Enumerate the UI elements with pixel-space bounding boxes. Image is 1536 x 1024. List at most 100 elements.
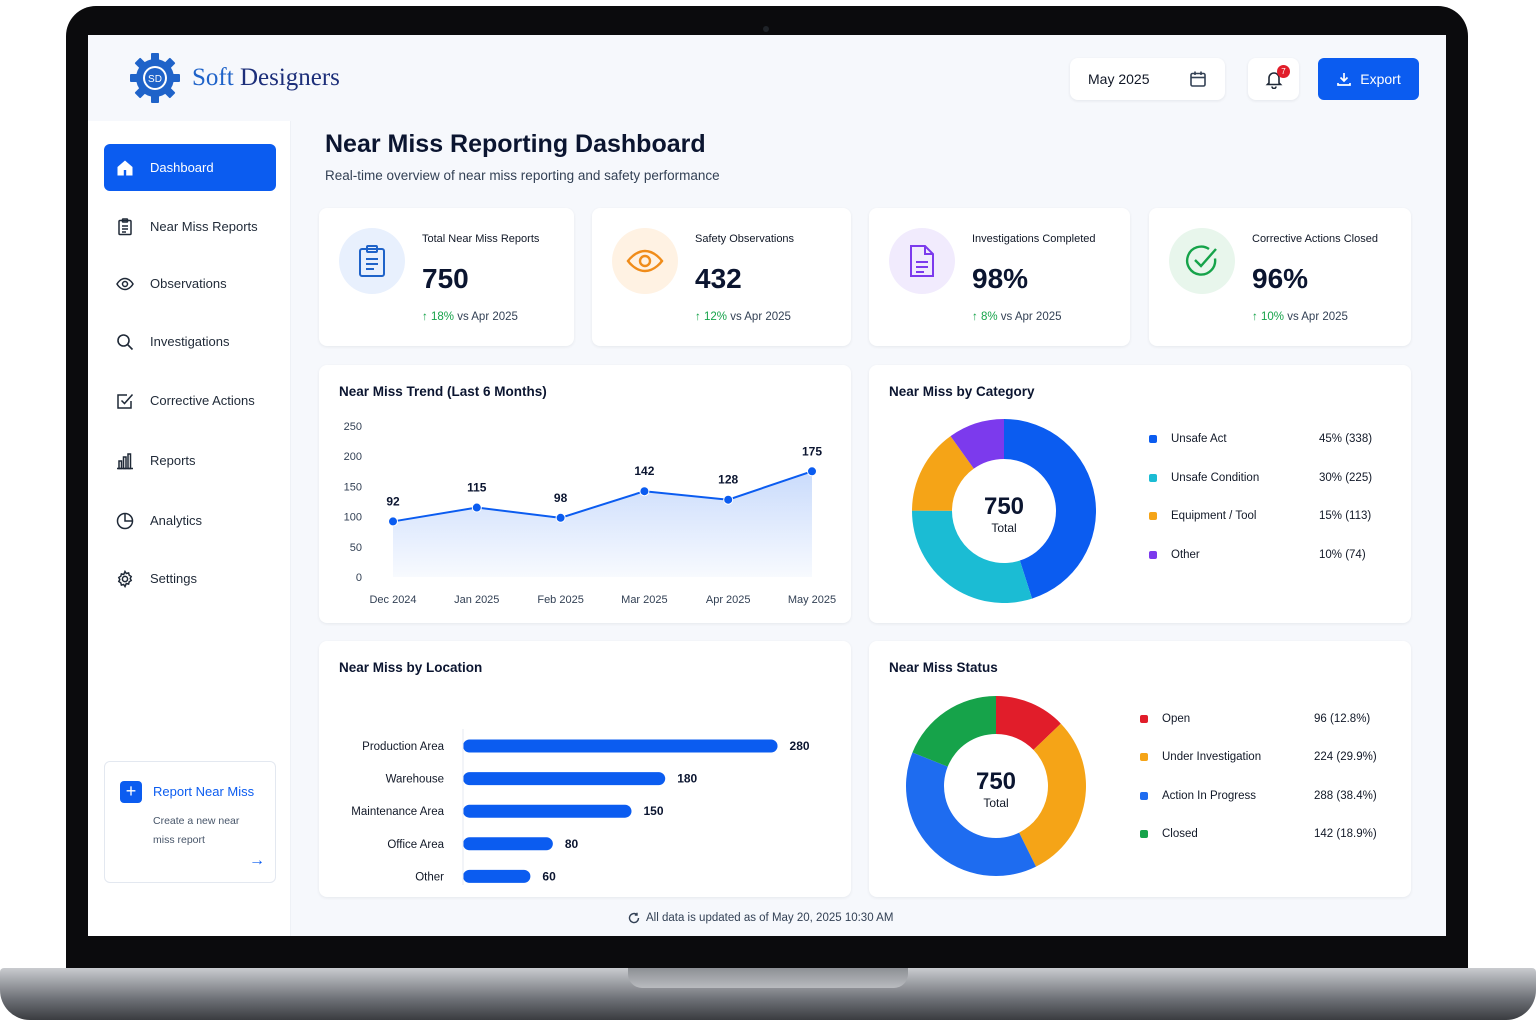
- data-label: 128: [718, 473, 738, 487]
- export-button[interactable]: Export: [1318, 58, 1419, 100]
- y-tick-label: 50: [350, 542, 362, 554]
- legend-item[interactable]: Equipment / Tool: [1149, 510, 1256, 522]
- legend-item[interactable]: Under Investigation: [1140, 751, 1261, 763]
- screen: SD Soft Designers May 2025 7 Export Dash…: [88, 35, 1446, 936]
- bar-value-label: 150: [644, 804, 664, 818]
- trend-point[interactable]: [807, 466, 817, 477]
- laptop-notch: [628, 968, 908, 988]
- notifications-button[interactable]: 7: [1248, 58, 1299, 100]
- check-circle-icon: [1185, 245, 1217, 276]
- pie-chart-icon: [116, 512, 134, 529]
- location-bar[interactable]: [463, 804, 632, 818]
- data-label: 92: [386, 494, 400, 508]
- bar-category-label: Production Area: [362, 741, 444, 753]
- donut-slice[interactable]: [906, 752, 1037, 876]
- kpi-icon-wrap: [889, 228, 955, 294]
- legend-item[interactable]: Action In Progress: [1140, 790, 1256, 802]
- arrow-up-icon: ↑: [972, 311, 978, 323]
- kpi-delta: ↑ 18% vs Apr 2025: [422, 311, 518, 323]
- bar-category-label: Maintenance Area: [351, 806, 444, 818]
- x-tick-label: Dec 2024: [369, 594, 416, 606]
- donut-slice[interactable]: [912, 436, 974, 511]
- legend-value: 30% (225): [1319, 471, 1373, 484]
- kpi-icon-wrap: [339, 228, 405, 294]
- trend-point[interactable]: [639, 486, 650, 497]
- sidebar-item-dashboard[interactable]: Dashboard: [104, 144, 276, 191]
- kpi-delta-value: 10%: [1260, 311, 1284, 323]
- report-near-miss-card[interactable]: + Report Near Miss Create a new near mis…: [104, 761, 276, 883]
- home-icon: [117, 160, 133, 175]
- donut-center-label: Total: [983, 796, 1008, 810]
- donut-slice[interactable]: [996, 696, 1061, 750]
- month-picker-value: May 2025: [1088, 71, 1150, 87]
- page-title: Near Miss Reporting Dashboard: [325, 130, 706, 158]
- kpi-delta-value: 8%: [980, 311, 998, 323]
- kpi-label: Corrective Actions Closed: [1252, 233, 1378, 245]
- sidebar-item-label: Dashboard: [150, 160, 214, 175]
- kpi-card-total-reports[interactable]: Total Near Miss Reports 750 ↑ 18% vs Apr…: [319, 208, 574, 346]
- legend-item[interactable]: Other: [1149, 549, 1200, 561]
- trend-point[interactable]: [723, 494, 734, 505]
- donut-slice[interactable]: [1004, 419, 1096, 599]
- location-bar[interactable]: [463, 869, 531, 883]
- sidebar-item-investigations[interactable]: Investigations: [104, 318, 276, 365]
- legend-item[interactable]: Closed: [1140, 828, 1198, 840]
- legend-swatch: [1149, 551, 1157, 560]
- legend-item[interactable]: Open: [1140, 713, 1190, 725]
- arrow-right-icon[interactable]: →: [249, 852, 265, 869]
- sidebar-item-observations[interactable]: Observations: [104, 260, 276, 307]
- camera-dot: [763, 26, 769, 32]
- donut-center-label: Total: [991, 521, 1016, 535]
- kpi-card-investigations-completed[interactable]: Investigations Completed 98% ↑ 8% vs Apr…: [869, 208, 1130, 346]
- donut-slice[interactable]: [912, 696, 996, 767]
- brand-name-part2: Designers: [239, 64, 340, 91]
- x-tick-label: Apr 2025: [706, 594, 751, 606]
- bar-value-label: 60: [542, 869, 556, 883]
- month-picker[interactable]: May 2025: [1070, 58, 1225, 100]
- kpi-card-safety-observations[interactable]: Safety Observations 432 ↑ 12% vs Apr 202…: [592, 208, 851, 346]
- report-near-miss-title: Report Near Miss: [153, 784, 255, 799]
- trend-point[interactable]: [471, 502, 482, 513]
- eye-icon: [116, 277, 134, 290]
- kpi-delta: ↑ 8% vs Apr 2025: [972, 311, 1062, 323]
- legend-label: Unsafe Act: [1171, 433, 1227, 445]
- location-bar[interactable]: [463, 739, 778, 753]
- donut-slice[interactable]: [912, 510, 1033, 603]
- trend-line: [392, 470, 813, 523]
- legend-label: Open: [1162, 713, 1191, 725]
- legend-swatch: [1140, 829, 1148, 838]
- trend-point[interactable]: [555, 512, 566, 523]
- trend-point[interactable]: [388, 516, 398, 527]
- kpi-value: 98%: [972, 263, 1029, 294]
- sidebar-item-label: Analytics: [150, 513, 203, 528]
- donut-slice[interactable]: [1019, 723, 1086, 867]
- sidebar-item-near-miss-reports[interactable]: Near Miss Reports: [104, 203, 276, 250]
- legend-value: 10% (74): [1319, 549, 1366, 562]
- kpi-delta: ↑ 12% vs Apr 2025: [695, 311, 791, 323]
- data-label: 175: [802, 444, 822, 458]
- kpi-card-corrective-actions-closed[interactable]: Corrective Actions Closed 96% ↑ 10% vs A…: [1149, 208, 1411, 346]
- location-bar[interactable]: [463, 772, 666, 786]
- sidebar-item-label: Observations: [150, 276, 227, 291]
- sidebar-item-settings[interactable]: Settings: [104, 555, 276, 602]
- notification-badge: 7: [1277, 65, 1290, 78]
- kpi-value: 96%: [1252, 263, 1309, 294]
- sidebar-item-label: Investigations: [150, 334, 230, 349]
- sidebar-item-reports[interactable]: Reports: [104, 437, 276, 484]
- location-bar[interactable]: [463, 837, 553, 851]
- sidebar-item-corrective-actions[interactable]: Corrective Actions: [104, 377, 276, 424]
- logo[interactable]: SD Soft Designers: [128, 51, 340, 105]
- refresh-icon: [628, 912, 640, 924]
- legend-item[interactable]: Unsafe Condition: [1149, 472, 1259, 484]
- kpi-label: Investigations Completed: [972, 233, 1096, 245]
- clipboard-icon: [118, 217, 132, 235]
- donut-slice[interactable]: [950, 419, 1004, 469]
- legend-item[interactable]: Unsafe Act: [1149, 433, 1227, 445]
- sidebar-item-analytics[interactable]: Analytics: [104, 497, 276, 544]
- kpi-value: 750: [422, 263, 469, 294]
- trend-chart-card: Near Miss Trend (Last 6 Months) 0 50 100 15…: [319, 365, 851, 623]
- legend-swatch: [1149, 512, 1157, 521]
- search-icon: [117, 333, 134, 350]
- kpi-label: Safety Observations: [695, 233, 795, 245]
